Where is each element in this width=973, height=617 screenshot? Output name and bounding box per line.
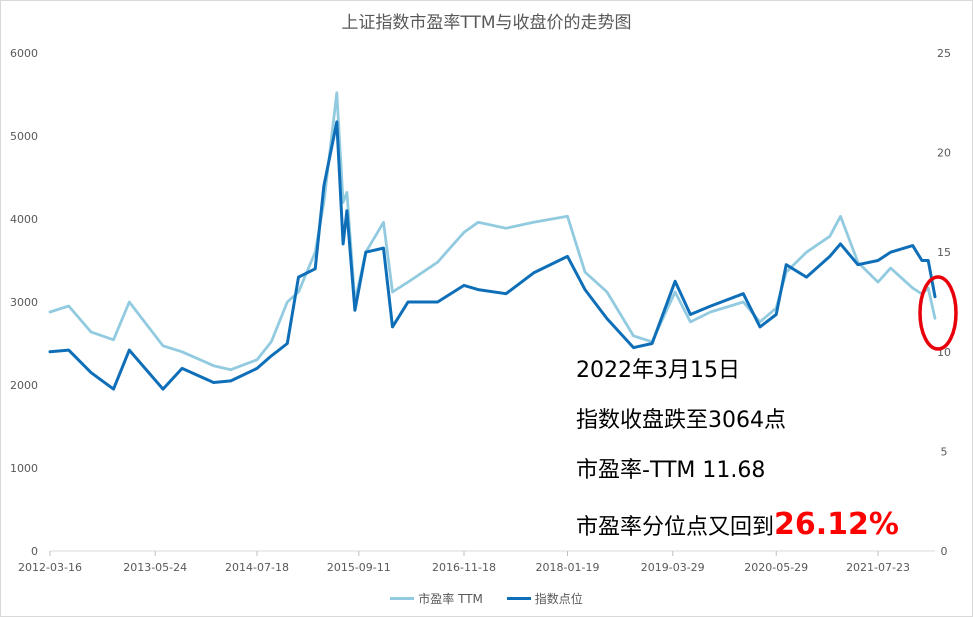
y-left-tick-label: 6000 <box>10 47 38 60</box>
x-tick-label: 2019-03-29 <box>641 561 705 574</box>
y-right-tick-label: 5 <box>941 445 948 458</box>
x-tick-label: 2020-05-29 <box>744 561 808 574</box>
x-tick-label: 2014-07-18 <box>225 561 289 574</box>
annotation-percentile-text: 市盈率分位点又回到 <box>576 515 775 540</box>
chart-title: 上证指数市盈率TTM与收盘价的走势图 <box>341 13 632 33</box>
y-right-tick-label: 25 <box>937 47 951 60</box>
x-tick-label: 2012-03-16 <box>18 561 82 574</box>
y-right-tick-label: 15 <box>937 246 951 259</box>
y-left-tick-label: 4000 <box>10 213 38 226</box>
legend-swatch-index <box>506 597 531 600</box>
annotation-close: 指数收盘跌至3064点 <box>576 408 786 433</box>
y-left-tick-label: 0 <box>31 545 38 558</box>
legend-label-pe: 市盈率 TTM <box>418 592 483 606</box>
y-left-tick-label: 5000 <box>10 130 38 143</box>
x-tick-label: 2013-05-24 <box>123 561 187 574</box>
annotation-date: 2022年3月15日 <box>576 358 740 383</box>
annotation-pe: 市盈率-TTM 11.68 <box>576 458 766 483</box>
y-left-tick-label: 1000 <box>10 462 38 475</box>
annotation-percentile: 市盈率分位点又回到26.12% <box>576 507 899 542</box>
x-tick-label: 2016-11-18 <box>432 561 496 574</box>
legend-item-pe: 市盈率 TTM <box>390 590 483 607</box>
x-tick-label: 2018-01-19 <box>536 561 600 574</box>
y-right-tick-label: 20 <box>937 147 951 160</box>
annotation-percentile-value: 26.12% <box>774 507 899 542</box>
x-tick-label: 2015-09-11 <box>327 561 391 574</box>
legend-swatch-pe <box>390 597 415 600</box>
legend-label-index: 指数点位 <box>534 592 583 606</box>
series-line-index <box>48 120 937 391</box>
legend-item-index: 指数点位 <box>506 590 583 607</box>
series-line-pe <box>48 91 937 372</box>
y-left-tick-label: 3000 <box>10 296 38 309</box>
y-left-tick-label: 2000 <box>10 379 38 392</box>
highlight-ellipse <box>918 275 958 351</box>
y-right-tick-label: 0 <box>941 545 948 558</box>
x-tick-label: 2021-07-23 <box>846 561 910 574</box>
chart-legend: 市盈率 TTM 指数点位 <box>0 589 973 607</box>
